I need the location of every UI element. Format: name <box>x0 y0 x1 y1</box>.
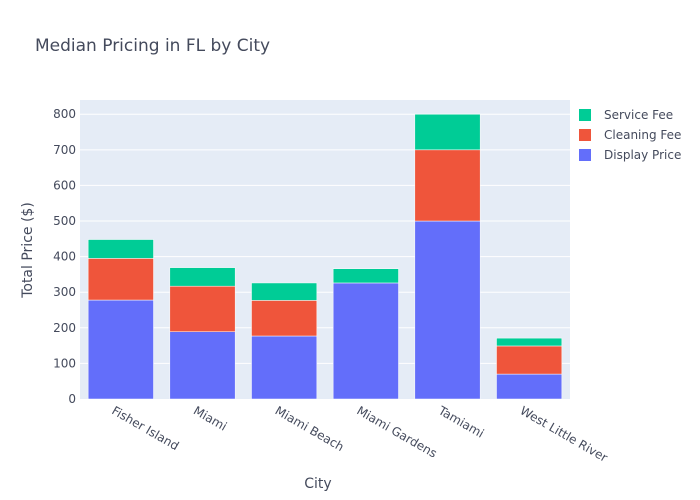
x-tick-label: West Little River <box>518 403 610 464</box>
x-tick-label: Miami <box>191 403 229 433</box>
legend-label: Display Price <box>604 148 681 162</box>
y-tick-label: 600 <box>53 178 76 192</box>
y-tick-label: 300 <box>53 285 76 299</box>
bar-segment <box>414 149 481 222</box>
bar-segment <box>496 337 563 347</box>
y-tick-label: 500 <box>53 214 76 228</box>
chart-title: Median Pricing in FL by City <box>35 36 270 56</box>
legend-label: Service Fee <box>604 108 673 122</box>
bar-segment <box>169 267 236 287</box>
gridlines <box>80 113 570 364</box>
y-tick-label: 0 <box>68 392 76 406</box>
bar-segment <box>169 331 236 400</box>
y-tick-label: 800 <box>53 107 76 121</box>
bar-segment <box>414 220 481 400</box>
bar-segment <box>496 345 563 375</box>
bar-segment <box>332 282 399 400</box>
x-axis-ticks: Fisher Island Miami Miami Beach Miami Garde… <box>109 403 610 465</box>
y-axis-ticks: 0 100 200 300 400 500 600 700 800 <box>53 107 76 406</box>
bar-segment <box>332 268 399 284</box>
bar-segment <box>87 299 154 400</box>
y-tick-label: 400 <box>53 250 76 264</box>
bar-segment <box>251 335 318 400</box>
bar-segment <box>251 300 318 337</box>
bar-segment <box>87 239 154 259</box>
legend-label: Cleaning Fee <box>604 128 681 142</box>
legend: Service Fee Cleaning Fee Display Price <box>579 108 681 162</box>
legend-swatch <box>579 109 591 121</box>
legend-swatch <box>579 149 591 161</box>
bar-segment <box>496 373 563 400</box>
y-tick-label: 200 <box>53 321 76 335</box>
bars <box>87 113 563 400</box>
x-tick-label: Miami Beach <box>273 403 347 454</box>
x-axis-title: City <box>304 476 331 492</box>
x-tick-label: Miami Gardens <box>354 403 439 460</box>
bar-segment <box>87 258 154 301</box>
y-tick-label: 700 <box>53 143 76 157</box>
y-tick-label: 100 <box>53 356 76 370</box>
bar-segment <box>169 285 236 332</box>
y-axis-title: Total Price ($) <box>20 202 36 299</box>
x-tick-label: Tamiami <box>435 403 486 441</box>
bar-segment <box>414 113 481 151</box>
legend-swatch <box>579 129 591 141</box>
bar-segment <box>251 282 318 301</box>
x-tick-label: Fisher Island <box>109 403 181 453</box>
